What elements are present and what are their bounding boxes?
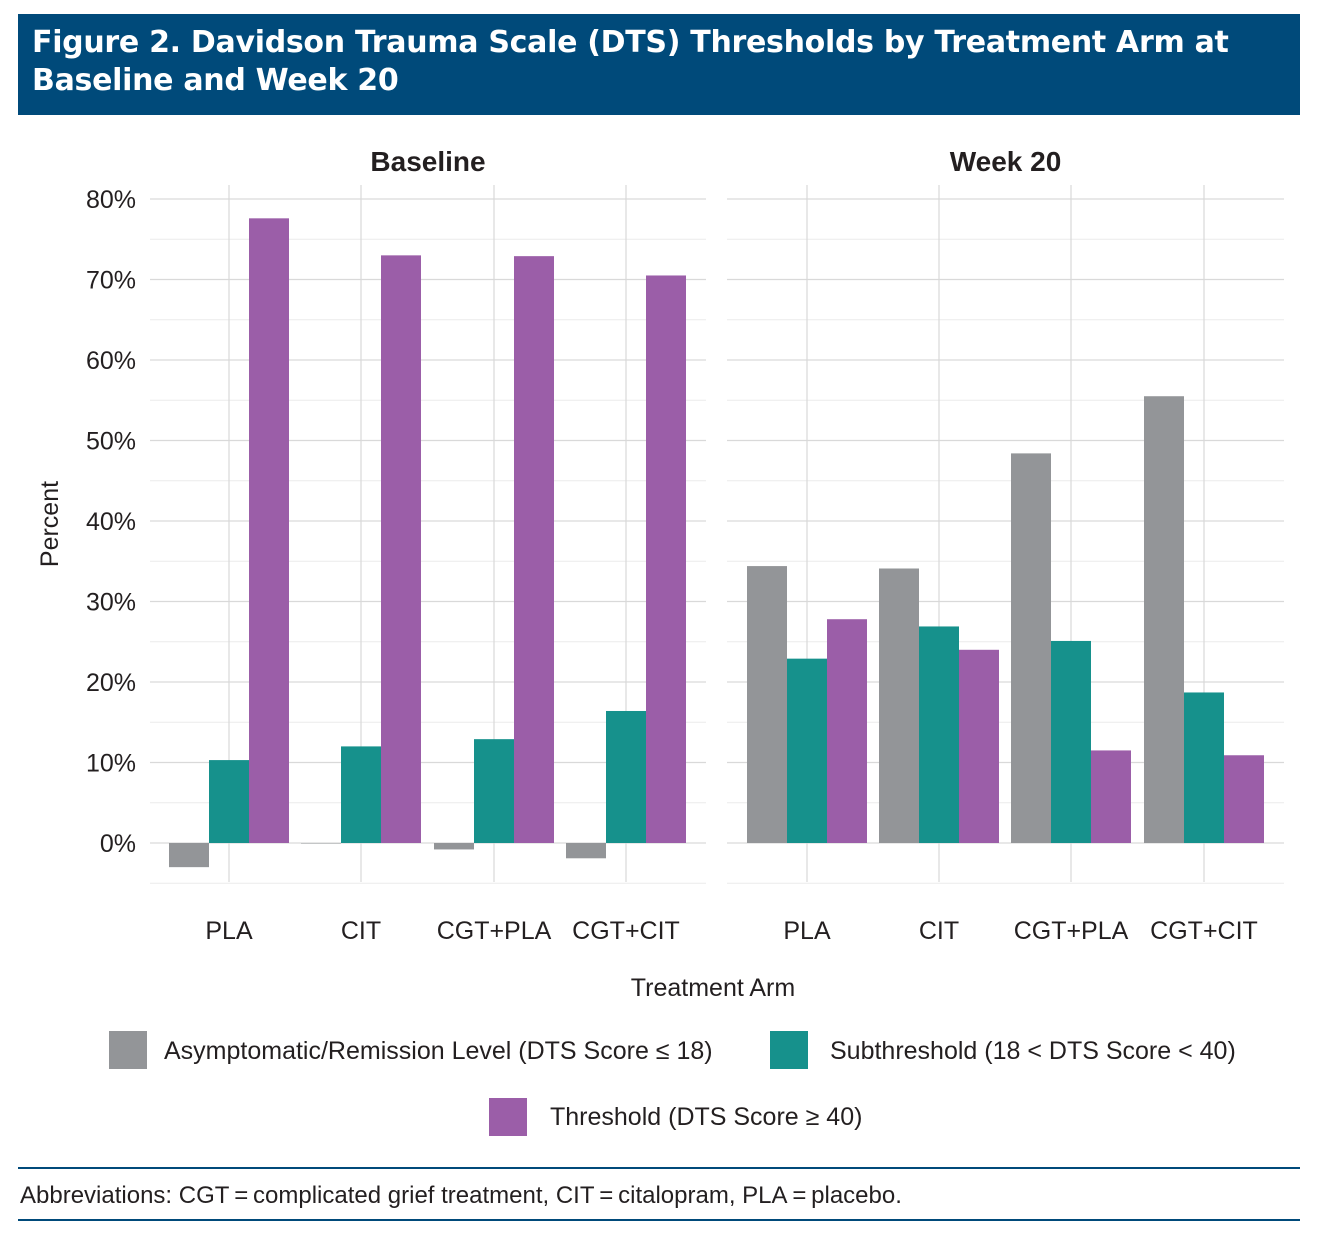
- figure-title-bar: Figure 2. Davidson Trauma Scale (DTS) Th…: [18, 14, 1300, 115]
- bar-asymptomatic: [566, 843, 606, 859]
- bar-threshold: [646, 275, 686, 844]
- bar-subthreshold: [787, 658, 827, 843]
- x-tick-label: CGT+PLA: [1014, 917, 1129, 945]
- bar-asymptomatic: [879, 568, 919, 843]
- figure-title: Figure 2. Davidson Trauma Scale (DTS) Th…: [32, 25, 1229, 98]
- bar-threshold: [514, 256, 554, 843]
- legend-swatch-asymptomatic: [109, 1031, 147, 1069]
- y-tick-label: 10%: [86, 750, 136, 778]
- bar-threshold: [1091, 750, 1131, 843]
- chart: Baseline PLA CIT CGT+PLA CGT+CIT Week 20 PLA CI…: [36, 146, 1284, 1136]
- bar-threshold: [381, 255, 421, 844]
- y-tick-label: 40%: [86, 508, 136, 536]
- x-tick-label: CIT: [341, 917, 381, 945]
- abbreviations-footnote: Abbreviations: CGT = complicated grief t…: [20, 1182, 902, 1209]
- bar-asymptomatic: [301, 843, 341, 844]
- legend-swatch-threshold: [489, 1098, 527, 1136]
- bar-asymptomatic: [169, 843, 209, 868]
- footer-rule-bottom: [18, 1219, 1300, 1221]
- x-tick-label: CGT+PLA: [437, 917, 552, 945]
- legend-label-subthreshold: Subthreshold (18 < DTS Score < 40): [830, 1037, 1236, 1065]
- x-tick-label: CGT+CIT: [572, 917, 680, 945]
- y-tick-label: 50%: [86, 428, 136, 456]
- bar-threshold: [249, 218, 289, 843]
- footer-rule-top: [18, 1167, 1300, 1169]
- y-tick-label: 30%: [86, 589, 136, 617]
- bar-subthreshold: [474, 739, 514, 843]
- bar-subthreshold: [1184, 692, 1224, 843]
- x-tick-label: PLA: [783, 917, 831, 945]
- y-tick-label: 60%: [86, 347, 136, 375]
- bar-asymptomatic: [1144, 396, 1184, 843]
- bar-asymptomatic: [434, 843, 474, 850]
- y-tick-label: 20%: [86, 669, 136, 697]
- panel-title-week-20: Week 20: [950, 146, 1062, 177]
- x-tick-label: CGT+CIT: [1150, 917, 1258, 945]
- bar-subthreshold: [606, 710, 646, 843]
- bar-threshold: [1224, 755, 1264, 843]
- bar-asymptomatic: [747, 566, 787, 843]
- bar-subthreshold: [341, 746, 381, 843]
- bar-asymptomatic: [1011, 453, 1051, 843]
- bar-subthreshold: [1051, 640, 1091, 843]
- legend-label-threshold: Threshold (DTS Score ≥ 40): [550, 1103, 862, 1131]
- panel-title-baseline: Baseline: [370, 146, 485, 177]
- bar-threshold: [827, 619, 867, 843]
- bar-subthreshold: [919, 626, 959, 843]
- y-tick-label: 80%: [86, 186, 136, 214]
- x-axis-title: Treatment Arm: [631, 974, 795, 1002]
- legend-swatch-subthreshold: [770, 1031, 808, 1069]
- y-tick-label: 0%: [100, 830, 136, 858]
- y-axis-title: Percent: [36, 481, 64, 567]
- x-tick-label: CIT: [919, 917, 959, 945]
- bar-threshold: [959, 649, 999, 843]
- legend-label-asymptomatic: Asymptomatic/Remission Level (DTS Score …: [164, 1037, 713, 1065]
- bar-subthreshold: [209, 760, 249, 843]
- x-tick-label: PLA: [205, 917, 253, 945]
- y-tick-label: 70%: [86, 267, 136, 295]
